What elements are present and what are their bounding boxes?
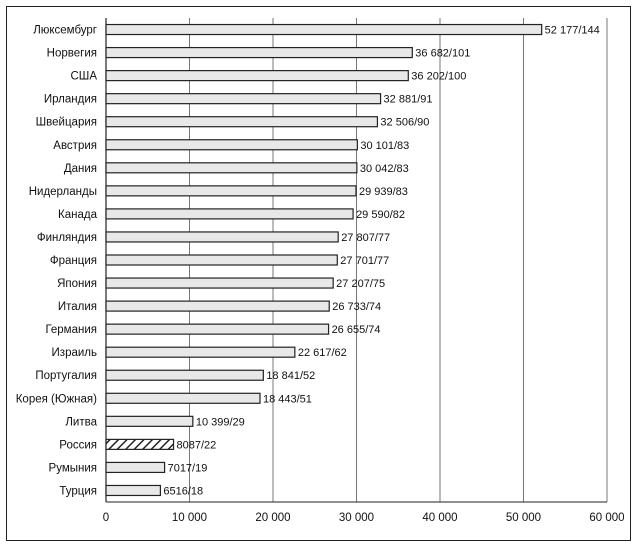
bar [105,392,261,404]
bar [105,369,264,381]
bar-chart: 0 10 000 20 000 30 000 40 000 50 000 60 000 Люк… [16,18,625,524]
bar [105,93,382,105]
category-label: Ирландия [44,94,97,106]
value-label: 32 881/91 [384,94,433,106]
value-label: 27 807/77 [341,232,390,244]
bar [105,139,358,151]
x-tick-label: 0 [103,512,109,524]
bar [105,231,339,243]
bar [105,162,358,174]
bar [105,23,543,36]
x-tick-label: 40 000 [422,512,457,524]
category-label: Литва [65,416,97,428]
chart-frame: 0 10 000 20 000 30 000 40 000 50 000 60 000 Люк… [6,6,631,541]
category-label: США [70,71,97,83]
bar [105,323,330,335]
category-label: Швейцария [36,117,97,129]
category-label: Турция [59,485,97,497]
category-label: Нидерланды [29,186,97,198]
category-label: Норвегия [47,48,97,60]
value-label: 7017/19 [168,462,208,474]
category-label: Россия [59,439,97,451]
value-label: 36 682/101 [415,48,470,60]
value-label: 30 101/83 [360,140,409,152]
value-label: 27 207/75 [336,278,385,290]
x-tick-label: 30 000 [339,512,374,524]
value-label: 29 939/83 [359,186,408,198]
category-label: Италия [58,301,97,313]
value-label: 29 590/82 [356,209,405,221]
value-label: 52 177/144 [545,25,600,37]
value-label: 26 655/74 [332,324,381,336]
bar [105,70,409,82]
bar [105,116,379,128]
value-label: 32 506/90 [380,117,429,129]
category-label: Корея (Южная) [16,393,97,405]
bar [105,484,162,497]
category-label: Израиль [52,347,97,359]
category-label: Франция [50,255,97,267]
bar [105,415,194,427]
value-label: 30 042/83 [360,163,409,175]
value-label: 8087/22 [177,439,217,451]
bar [105,461,166,474]
category-label: Германия [45,324,97,336]
bar [105,300,330,312]
x-tick-label: 10 000 [172,512,207,524]
category-label: Дания [64,163,97,175]
value-label: 27 701/77 [340,255,389,267]
value-label: 18 841/52 [266,370,315,382]
x-tick-label: 50 000 [506,512,541,524]
value-label: 22 617/62 [298,347,347,359]
value-label: 18 443/51 [263,393,312,405]
bar [105,208,354,220]
category-label: Румыния [49,462,97,474]
bar-highlight [105,438,175,450]
value-label: 26 733/74 [332,301,381,313]
category-label: Люксембург [33,25,97,37]
bar [105,46,413,59]
value-label: 36 202/100 [411,71,466,83]
x-tick-label: 20 000 [255,512,290,524]
category-label: Канада [58,209,98,221]
category-label: Япония [57,278,97,290]
bar [105,185,357,197]
bars [105,23,543,497]
bar [105,254,338,266]
bar [105,346,296,358]
value-label: 10 399/29 [196,416,245,428]
x-tick-label: 60 000 [589,512,624,524]
category-label: Финляндия [37,232,97,244]
labels: 0 10 000 20 000 30 000 40 000 50 000 60 000 Люк… [16,25,625,524]
bar [105,277,334,289]
value-label: 6516/18 [163,485,203,497]
category-label: Австрия [53,140,97,152]
category-label: Португалия [35,370,97,382]
